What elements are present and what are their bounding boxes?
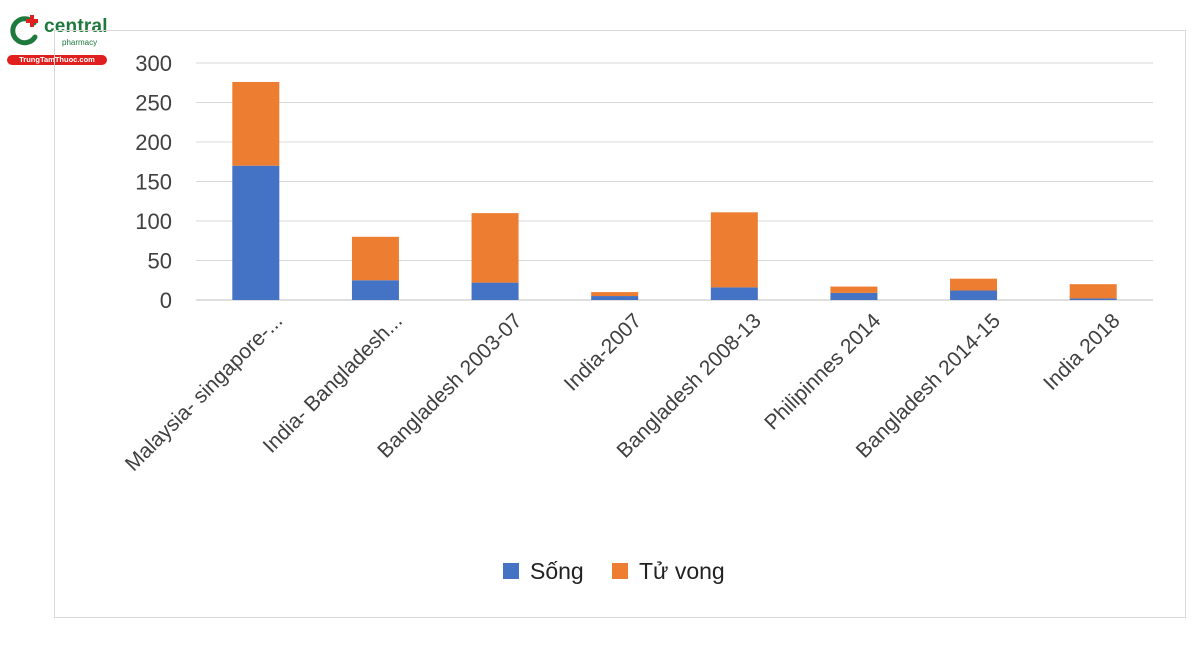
bar-segment-tu-vong — [830, 286, 878, 293]
bar-segment-song — [710, 287, 758, 300]
x-category-label: Malaysia- singapore-... — [121, 309, 287, 475]
bar-segment-tu-vong — [950, 278, 998, 291]
legend-swatch — [612, 563, 628, 579]
x-category-label: Philipinnes 2014 — [760, 309, 885, 434]
bar-segment-tu-vong — [591, 292, 639, 297]
bar-segment-song — [1069, 298, 1117, 300]
bar-segment-tu-vong — [471, 213, 519, 283]
bar-segment-song — [351, 280, 399, 300]
x-category-label: India-2007 — [560, 309, 646, 395]
x-category-label: India 2018 — [1039, 309, 1125, 395]
central-pharmacy-logo-icon — [10, 15, 38, 46]
x-axis-category-labels: Malaysia- singapore-...India- Bangladesh… — [121, 309, 1125, 476]
y-tick-label: 150 — [135, 170, 172, 195]
bar-segment-song — [591, 296, 639, 300]
legend: Sống Tử vong — [503, 558, 725, 584]
bar-segment-song — [232, 165, 280, 300]
bar-segment-song — [830, 292, 878, 300]
bar-segment-song — [950, 290, 998, 300]
y-tick-label: 50 — [148, 249, 172, 274]
gridlines — [196, 62, 1153, 301]
bar-segment-tu-vong — [232, 81, 280, 166]
bar-segment-tu-vong — [351, 236, 399, 281]
bar-segment-tu-vong — [710, 212, 758, 288]
bar-segment-tu-vong — [1069, 284, 1117, 299]
brand-logo: central pharmacy TrungTamThuoc.com — [4, 14, 114, 66]
legend-label: Sống — [530, 558, 584, 584]
logo-name: central — [44, 16, 108, 37]
y-tick-label: 200 — [135, 130, 172, 155]
bar-segment-song — [471, 282, 519, 300]
y-tick-label: 300 — [135, 51, 172, 76]
legend-label: Tử vong — [639, 558, 725, 584]
y-tick-label: 0 — [160, 288, 172, 313]
logo-subtitle: pharmacy — [62, 38, 98, 47]
logo-url-badge: TrungTamThuoc.com — [7, 55, 107, 65]
chart-frame — [54, 30, 1186, 618]
y-tick-label: 250 — [135, 91, 172, 116]
y-tick-label: 100 — [135, 209, 172, 234]
y-axis-tick-labels: 0 50 100 150 200 250 300 — [135, 51, 172, 313]
legend-swatch — [503, 563, 519, 579]
bars — [232, 81, 1117, 300]
